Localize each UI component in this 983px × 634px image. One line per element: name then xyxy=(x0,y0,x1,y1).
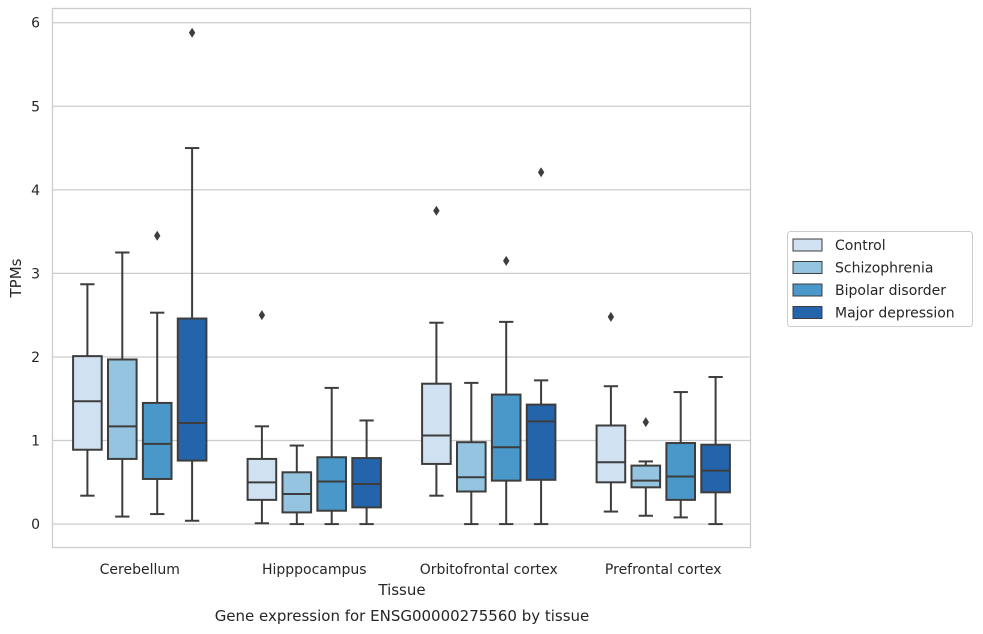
box xyxy=(316,456,348,512)
legend: Control Schizophrenia Bipolar disorder Majo… xyxy=(787,231,973,327)
legend-frame xyxy=(787,231,973,327)
legend-swatch xyxy=(792,306,823,319)
y-tick-label: 3 xyxy=(31,266,40,282)
box-group xyxy=(176,27,208,522)
box-group xyxy=(141,230,173,516)
outlier-point xyxy=(607,311,615,322)
x-axis-label: Tissue xyxy=(377,581,425,599)
boxes xyxy=(72,27,731,526)
y-tick-label: 0 xyxy=(31,517,40,533)
chart-caption: Gene expression for ENSG00000275560 by t… xyxy=(215,607,590,625)
box-group xyxy=(72,283,103,497)
box xyxy=(72,355,103,451)
box-group xyxy=(490,255,522,526)
y-tick-label: 6 xyxy=(31,16,40,32)
legend-label: Major depression xyxy=(835,306,955,322)
box-group xyxy=(700,376,731,526)
y-tick-label: 1 xyxy=(31,434,40,450)
box xyxy=(490,393,522,482)
x-tick-labels: Cerebellum Hipppocampus Orbitofrontal cort… xyxy=(100,562,722,578)
box xyxy=(351,457,382,509)
box-group xyxy=(455,381,487,526)
legend-label: Schizophrenia xyxy=(835,261,933,277)
box-group xyxy=(246,310,278,525)
y-axis-label: TPMs xyxy=(7,258,25,298)
box xyxy=(630,464,662,489)
box xyxy=(700,443,731,494)
x-tick-label: Cerebellum xyxy=(100,562,180,578)
y-tick-label: 2 xyxy=(31,350,40,366)
box xyxy=(421,382,452,465)
legend-swatch xyxy=(792,261,823,274)
outlier-point xyxy=(642,417,649,428)
box-group xyxy=(595,311,627,513)
box xyxy=(525,403,557,481)
box-group xyxy=(316,386,348,526)
box xyxy=(665,442,697,501)
box-group xyxy=(281,444,313,526)
box-group xyxy=(525,167,557,526)
box-group xyxy=(665,391,697,519)
box xyxy=(246,457,278,501)
legend-swatch xyxy=(792,283,823,297)
outlier-point xyxy=(503,255,510,266)
box-group xyxy=(351,419,382,526)
x-tick-label: Orbitofrontal cortex xyxy=(420,562,558,578)
legend-label: Control xyxy=(835,238,886,254)
outlier-point xyxy=(433,205,440,216)
x-tick-label: Hipppocampus xyxy=(262,562,367,578)
box xyxy=(176,317,208,462)
y-tick-labels: 0 1 2 3 4 5 6 xyxy=(31,16,40,533)
box-group xyxy=(106,251,138,518)
box-group xyxy=(630,417,662,517)
outlier-point xyxy=(154,230,161,241)
box xyxy=(281,471,313,514)
y-tick-label: 4 xyxy=(31,183,40,199)
box-group xyxy=(421,205,452,497)
plot-area-frame xyxy=(51,7,752,549)
legend-label: Bipolar disorder xyxy=(835,283,946,299)
outlier-point xyxy=(537,167,545,178)
outlier-point xyxy=(258,310,266,321)
box xyxy=(595,424,627,484)
x-tick-label: Prefrontal cortex xyxy=(605,562,722,578)
box xyxy=(106,358,138,460)
y-tick-label: 5 xyxy=(31,99,40,115)
outlier-point xyxy=(188,27,196,38)
legend-swatch xyxy=(792,238,823,252)
box xyxy=(455,441,487,493)
box xyxy=(141,401,173,480)
